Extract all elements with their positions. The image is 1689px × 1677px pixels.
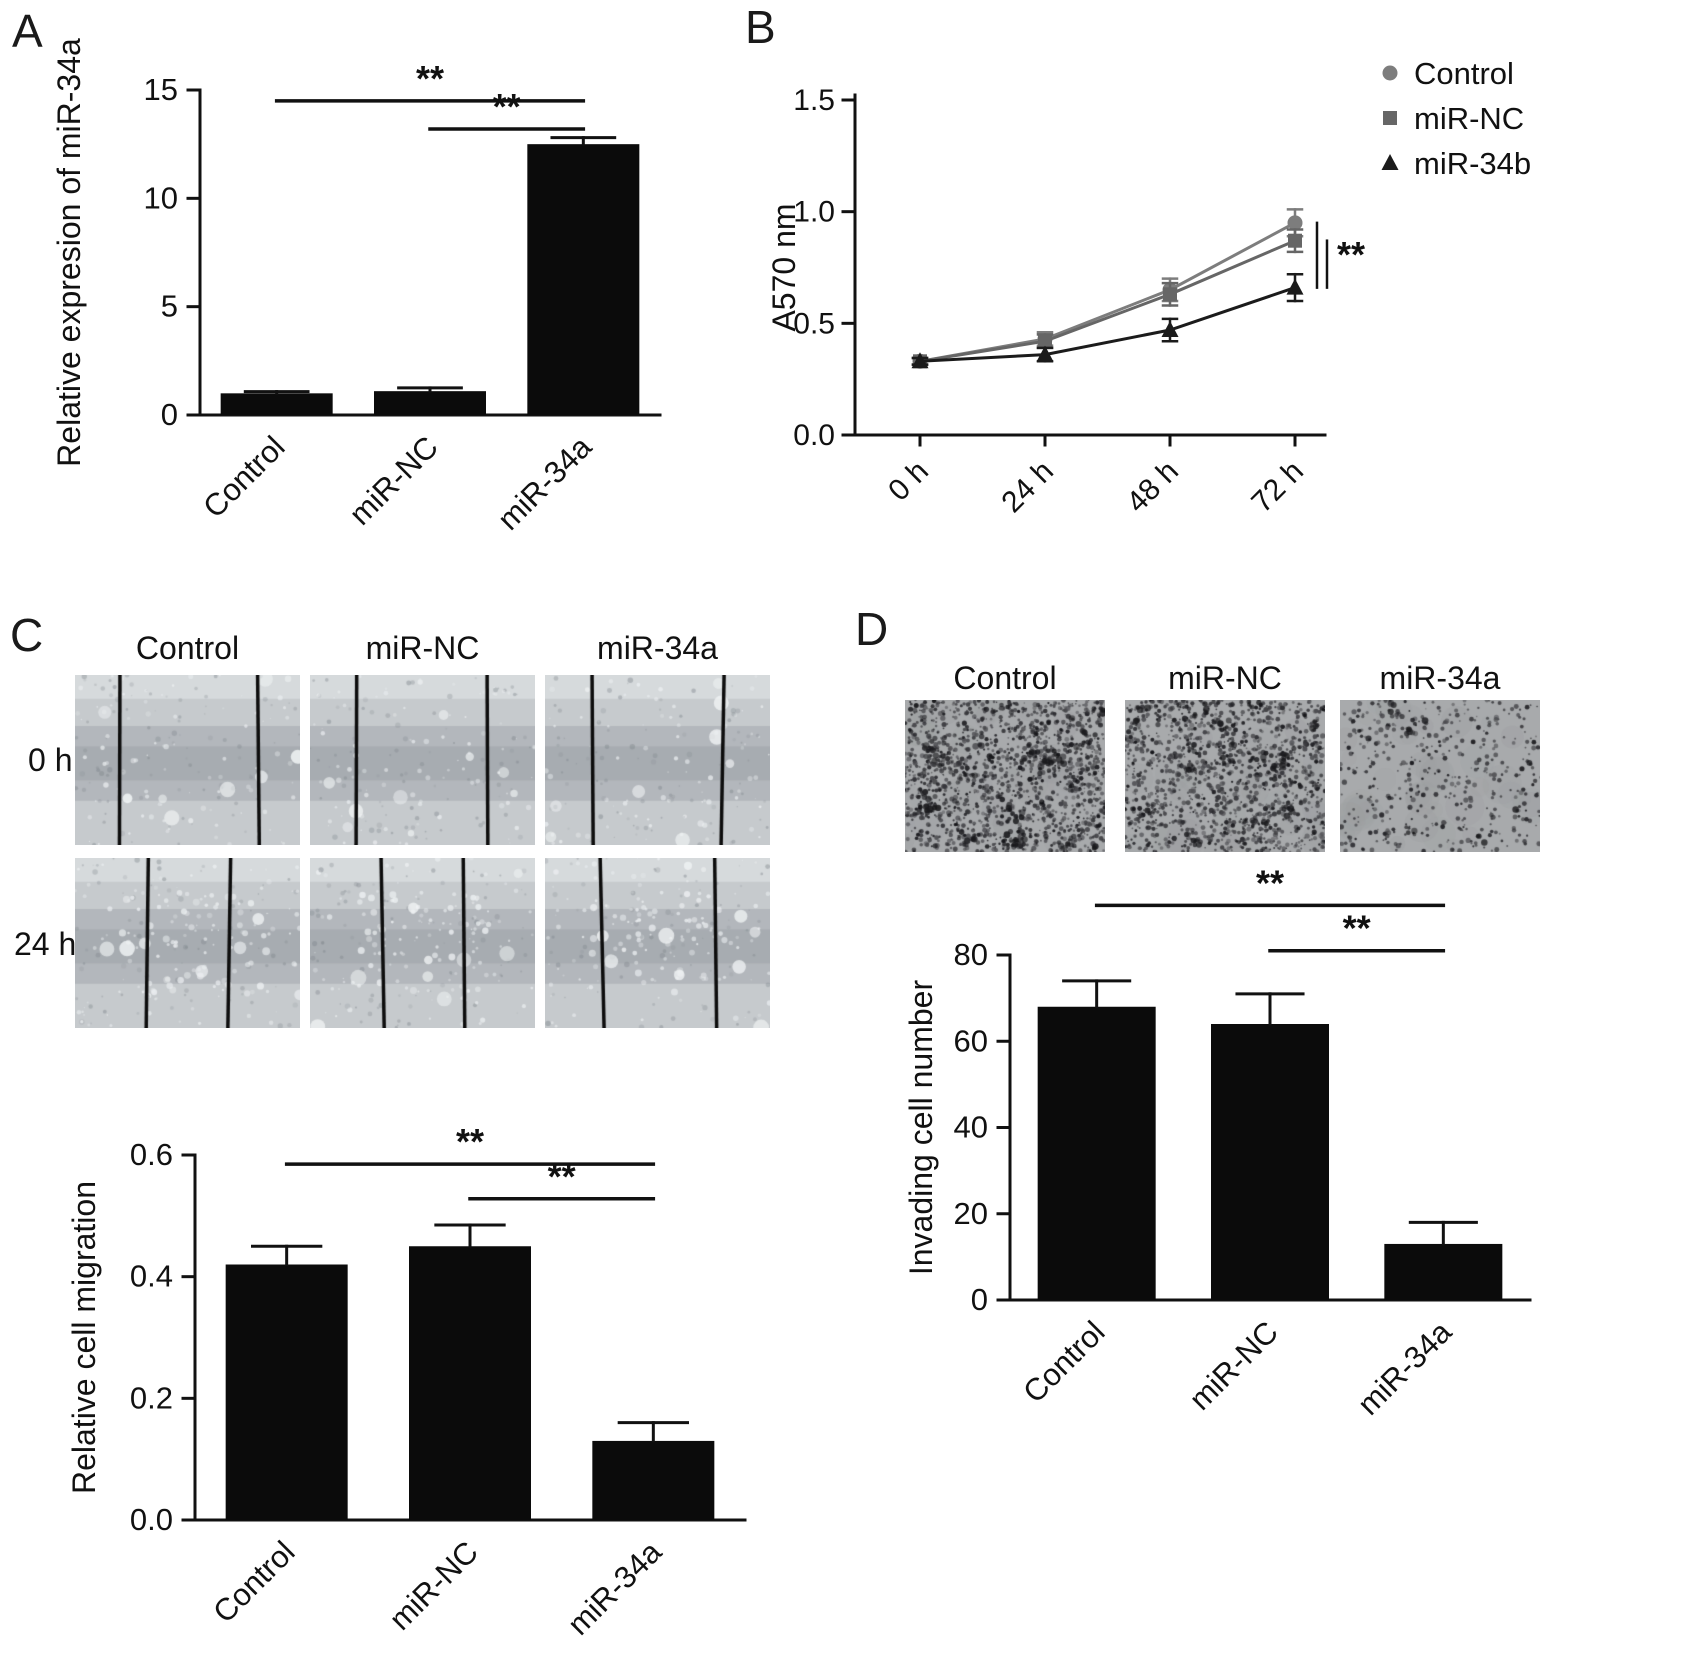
svg-text:0: 0 xyxy=(971,1282,988,1317)
panel-d-label: D xyxy=(855,603,890,655)
svg-text:15: 15 xyxy=(144,72,178,107)
panel-d: D Control miR-NC miR-34a 0 20 40 60 80 Invadi… xyxy=(820,600,1689,1677)
svg-text:0.0: 0.0 xyxy=(793,419,835,452)
panel-c-row-label-0h: 0 h xyxy=(28,742,73,778)
svg-text:**: ** xyxy=(493,86,521,127)
panel-c-label: C xyxy=(10,609,45,661)
svg-text:5: 5 xyxy=(161,289,178,324)
svg-text:20: 20 xyxy=(954,1196,988,1231)
svg-text:**: ** xyxy=(456,1121,484,1162)
svg-text:0 h: 0 h xyxy=(882,455,935,508)
svg-text:Control: Control xyxy=(1016,1314,1111,1409)
panel-d-column-header-control: Control xyxy=(953,660,1057,696)
wound-image-24h-mir34a xyxy=(545,858,770,1028)
svg-text:Relative cell migration: Relative cell migration xyxy=(66,1181,102,1494)
panel-c-column-header-mir34a: miR-34a xyxy=(597,630,718,666)
svg-text:0.0: 0.0 xyxy=(130,1502,173,1537)
wound-image-24h-control xyxy=(75,858,300,1028)
invasion-image-mirnc xyxy=(1125,700,1325,852)
svg-text:80: 80 xyxy=(954,937,988,972)
svg-text:miR-NC: miR-NC xyxy=(1414,101,1524,136)
svg-text:1.5: 1.5 xyxy=(793,84,835,117)
panel-c-column-header-mirnc: miR-NC xyxy=(365,630,480,666)
panel-c: C Control miR-NC miR-34a 0 h 24 h 0.0 0.2… xyxy=(0,600,820,1677)
svg-text:10: 10 xyxy=(144,180,178,215)
svg-text:24 h: 24 h xyxy=(995,455,1060,520)
svg-text:Control: Control xyxy=(196,429,291,524)
svg-text:0.5: 0.5 xyxy=(793,307,835,340)
svg-text:A570 nm: A570 nm xyxy=(766,203,802,331)
svg-text:**: ** xyxy=(1343,908,1371,949)
svg-text:Control: Control xyxy=(206,1534,301,1629)
panel-a: A 0 5 10 15 Relative expresion of miR-34a Con… xyxy=(0,0,740,560)
svg-text:**: ** xyxy=(1256,862,1284,903)
svg-text:miR-NC: miR-NC xyxy=(382,1534,485,1637)
wound-image-24h-mirnc xyxy=(310,858,535,1028)
svg-text:miR-34b: miR-34b xyxy=(1414,146,1531,181)
svg-text:Control: Control xyxy=(1414,56,1514,91)
wound-image-0h-mirnc xyxy=(310,675,535,845)
svg-text:miR-NC: miR-NC xyxy=(1182,1314,1285,1417)
svg-text:**: ** xyxy=(548,1156,576,1197)
panel-d-column-header-mirnc: miR-NC xyxy=(1168,660,1282,696)
svg-text:miR-34a: miR-34a xyxy=(561,1534,669,1642)
panel-c-row-label-24h: 24 h xyxy=(14,926,77,962)
svg-text:60: 60 xyxy=(954,1023,988,1058)
svg-text:0.4: 0.4 xyxy=(130,1259,173,1294)
mir34a-expression-bar-chart: 0 5 10 15 Relative expresion of miR-34a Contr… xyxy=(51,38,662,537)
svg-text:miR-NC: miR-NC xyxy=(342,429,445,532)
proliferation-line-chart: 0.0 0.5 1.0 1.5 A570 nm 0 h 24 h 48 h 72 h Contro… xyxy=(766,56,1531,520)
invading-cell-bar-chart: 0 20 40 60 80 Invading cell number Control miR-… xyxy=(903,862,1532,1422)
svg-text:0.6: 0.6 xyxy=(130,1137,173,1172)
panel-b: B 0.0 0.5 1.0 1.5 A570 nm 0 h 24 h 48 h 72 h Cont… xyxy=(740,0,1689,560)
wound-image-0h-control xyxy=(75,675,300,845)
cell-migration-bar-chart: 0.0 0.2 0.4 0.6 Relative cell migration Contr… xyxy=(66,1121,747,1642)
invasion-image-mir34a xyxy=(1340,700,1540,852)
wound-image-0h-mir34a xyxy=(545,675,770,845)
svg-text:48 h: 48 h xyxy=(1120,455,1185,520)
svg-text:Invading cell number: Invading cell number xyxy=(903,980,939,1276)
svg-text:**: ** xyxy=(416,58,444,99)
invasion-image-control xyxy=(905,700,1105,852)
panel-b-label: B xyxy=(745,1,777,53)
svg-text:72 h: 72 h xyxy=(1245,455,1310,520)
svg-text:miR-34a: miR-34a xyxy=(491,429,599,537)
panel-d-column-header-mir34a: miR-34a xyxy=(1379,660,1501,696)
svg-text:0.2: 0.2 xyxy=(130,1380,173,1415)
svg-text:Relative expresion of miR-34a: Relative expresion of miR-34a xyxy=(51,38,87,467)
svg-text:1.0: 1.0 xyxy=(793,196,835,229)
panel-c-column-header-control: Control xyxy=(135,630,240,666)
panel-a-label: A xyxy=(12,5,44,57)
svg-text:miR-34a: miR-34a xyxy=(1351,1314,1459,1422)
svg-text:**: ** xyxy=(1337,234,1365,275)
svg-text:40: 40 xyxy=(954,1110,988,1145)
svg-text:0: 0 xyxy=(161,397,178,432)
